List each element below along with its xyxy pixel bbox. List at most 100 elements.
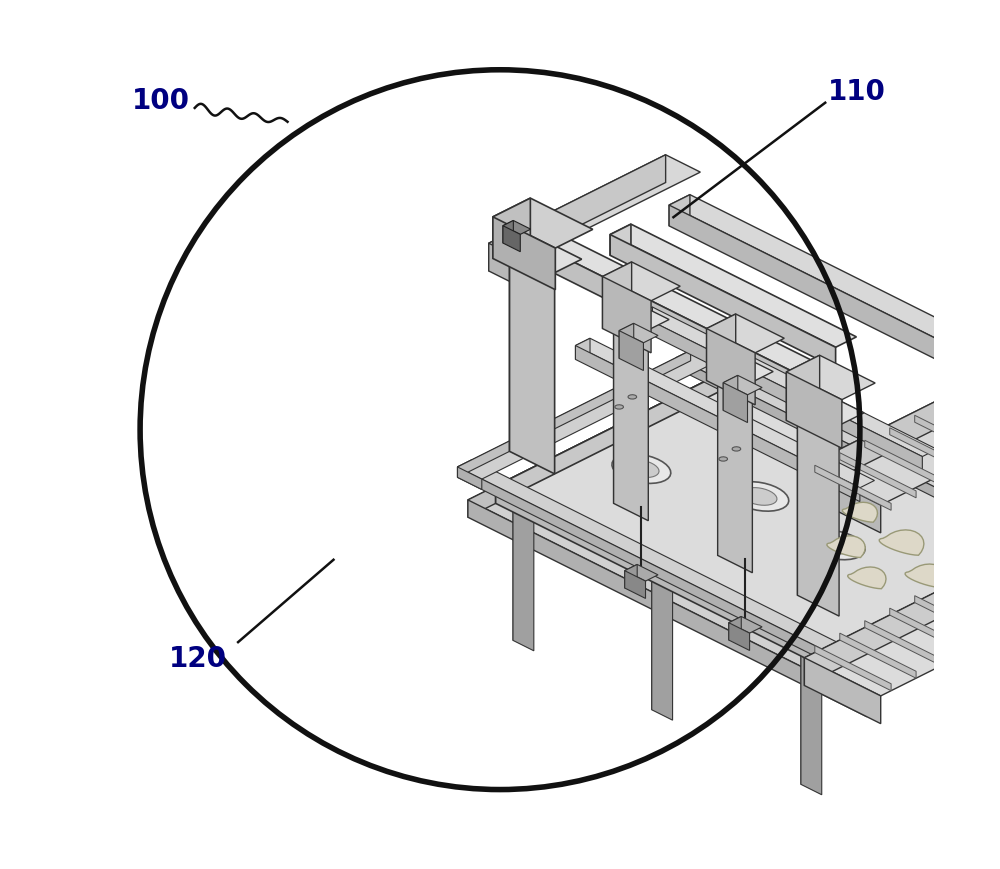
Polygon shape	[625, 571, 646, 599]
Polygon shape	[638, 308, 937, 457]
Polygon shape	[723, 376, 738, 411]
Polygon shape	[707, 315, 736, 381]
Polygon shape	[619, 324, 658, 343]
Polygon shape	[603, 262, 632, 329]
Text: 100: 100	[131, 87, 189, 115]
Polygon shape	[610, 225, 856, 348]
Polygon shape	[510, 251, 555, 474]
Polygon shape	[510, 237, 537, 452]
Polygon shape	[603, 277, 651, 354]
Polygon shape	[832, 654, 856, 677]
Polygon shape	[804, 468, 881, 534]
Polygon shape	[489, 156, 700, 262]
Polygon shape	[865, 621, 941, 666]
Polygon shape	[707, 315, 784, 354]
Polygon shape	[530, 241, 842, 417]
Polygon shape	[840, 454, 916, 498]
Polygon shape	[503, 222, 531, 235]
Polygon shape	[610, 225, 631, 256]
Polygon shape	[652, 571, 673, 720]
Polygon shape	[489, 156, 666, 272]
Polygon shape	[680, 413, 692, 558]
Polygon shape	[742, 488, 777, 506]
Polygon shape	[575, 346, 860, 502]
Polygon shape	[806, 531, 865, 561]
Polygon shape	[669, 206, 974, 379]
Polygon shape	[503, 222, 513, 244]
Polygon shape	[730, 482, 789, 512]
Polygon shape	[940, 583, 1000, 628]
Polygon shape	[652, 565, 664, 710]
Polygon shape	[804, 539, 1000, 686]
Polygon shape	[603, 262, 680, 302]
Polygon shape	[879, 530, 924, 555]
Polygon shape	[818, 488, 839, 637]
Polygon shape	[905, 564, 947, 588]
Polygon shape	[732, 448, 741, 452]
Polygon shape	[723, 376, 762, 395]
Polygon shape	[707, 329, 755, 406]
Polygon shape	[458, 461, 871, 667]
Polygon shape	[719, 457, 728, 461]
Polygon shape	[676, 351, 691, 368]
Polygon shape	[818, 482, 831, 627]
Polygon shape	[496, 372, 1000, 668]
Polygon shape	[530, 230, 863, 397]
Polygon shape	[815, 466, 891, 511]
Polygon shape	[468, 501, 867, 717]
Polygon shape	[797, 393, 822, 595]
Polygon shape	[614, 313, 648, 521]
Polygon shape	[848, 567, 886, 589]
Polygon shape	[990, 378, 1000, 423]
Polygon shape	[458, 468, 856, 677]
Polygon shape	[628, 395, 637, 400]
Polygon shape	[638, 315, 922, 471]
Polygon shape	[915, 596, 991, 641]
Polygon shape	[718, 355, 738, 556]
Polygon shape	[614, 302, 634, 504]
Polygon shape	[458, 468, 482, 490]
Polygon shape	[801, 640, 813, 785]
Polygon shape	[669, 196, 690, 227]
Polygon shape	[493, 199, 530, 259]
Polygon shape	[615, 405, 623, 409]
Polygon shape	[890, 608, 966, 653]
Polygon shape	[827, 536, 865, 558]
Polygon shape	[619, 331, 643, 371]
Polygon shape	[652, 565, 685, 581]
Polygon shape	[786, 355, 875, 401]
Polygon shape	[818, 482, 852, 499]
Polygon shape	[625, 565, 637, 588]
Polygon shape	[804, 348, 1000, 495]
Polygon shape	[669, 196, 995, 358]
Polygon shape	[610, 235, 836, 368]
Polygon shape	[801, 646, 822, 795]
Polygon shape	[496, 487, 860, 686]
Polygon shape	[990, 559, 1000, 604]
Polygon shape	[832, 538, 1000, 667]
Polygon shape	[530, 230, 550, 262]
Polygon shape	[612, 454, 671, 484]
Polygon shape	[510, 237, 582, 274]
Polygon shape	[493, 217, 555, 290]
Polygon shape	[680, 413, 713, 429]
Polygon shape	[786, 355, 820, 421]
Polygon shape	[676, 358, 1000, 568]
Polygon shape	[468, 375, 1000, 700]
Polygon shape	[967, 556, 1000, 573]
Polygon shape	[729, 617, 762, 634]
Polygon shape	[513, 502, 534, 651]
Polygon shape	[915, 415, 991, 461]
Polygon shape	[458, 461, 472, 478]
Polygon shape	[965, 571, 1000, 616]
Polygon shape	[815, 646, 891, 691]
Polygon shape	[965, 391, 1000, 436]
Polygon shape	[575, 339, 590, 360]
Polygon shape	[832, 538, 1000, 665]
Polygon shape	[458, 351, 715, 480]
Polygon shape	[729, 623, 750, 651]
Polygon shape	[676, 351, 1000, 558]
Polygon shape	[804, 539, 1000, 696]
Polygon shape	[638, 308, 652, 328]
Polygon shape	[840, 634, 916, 679]
